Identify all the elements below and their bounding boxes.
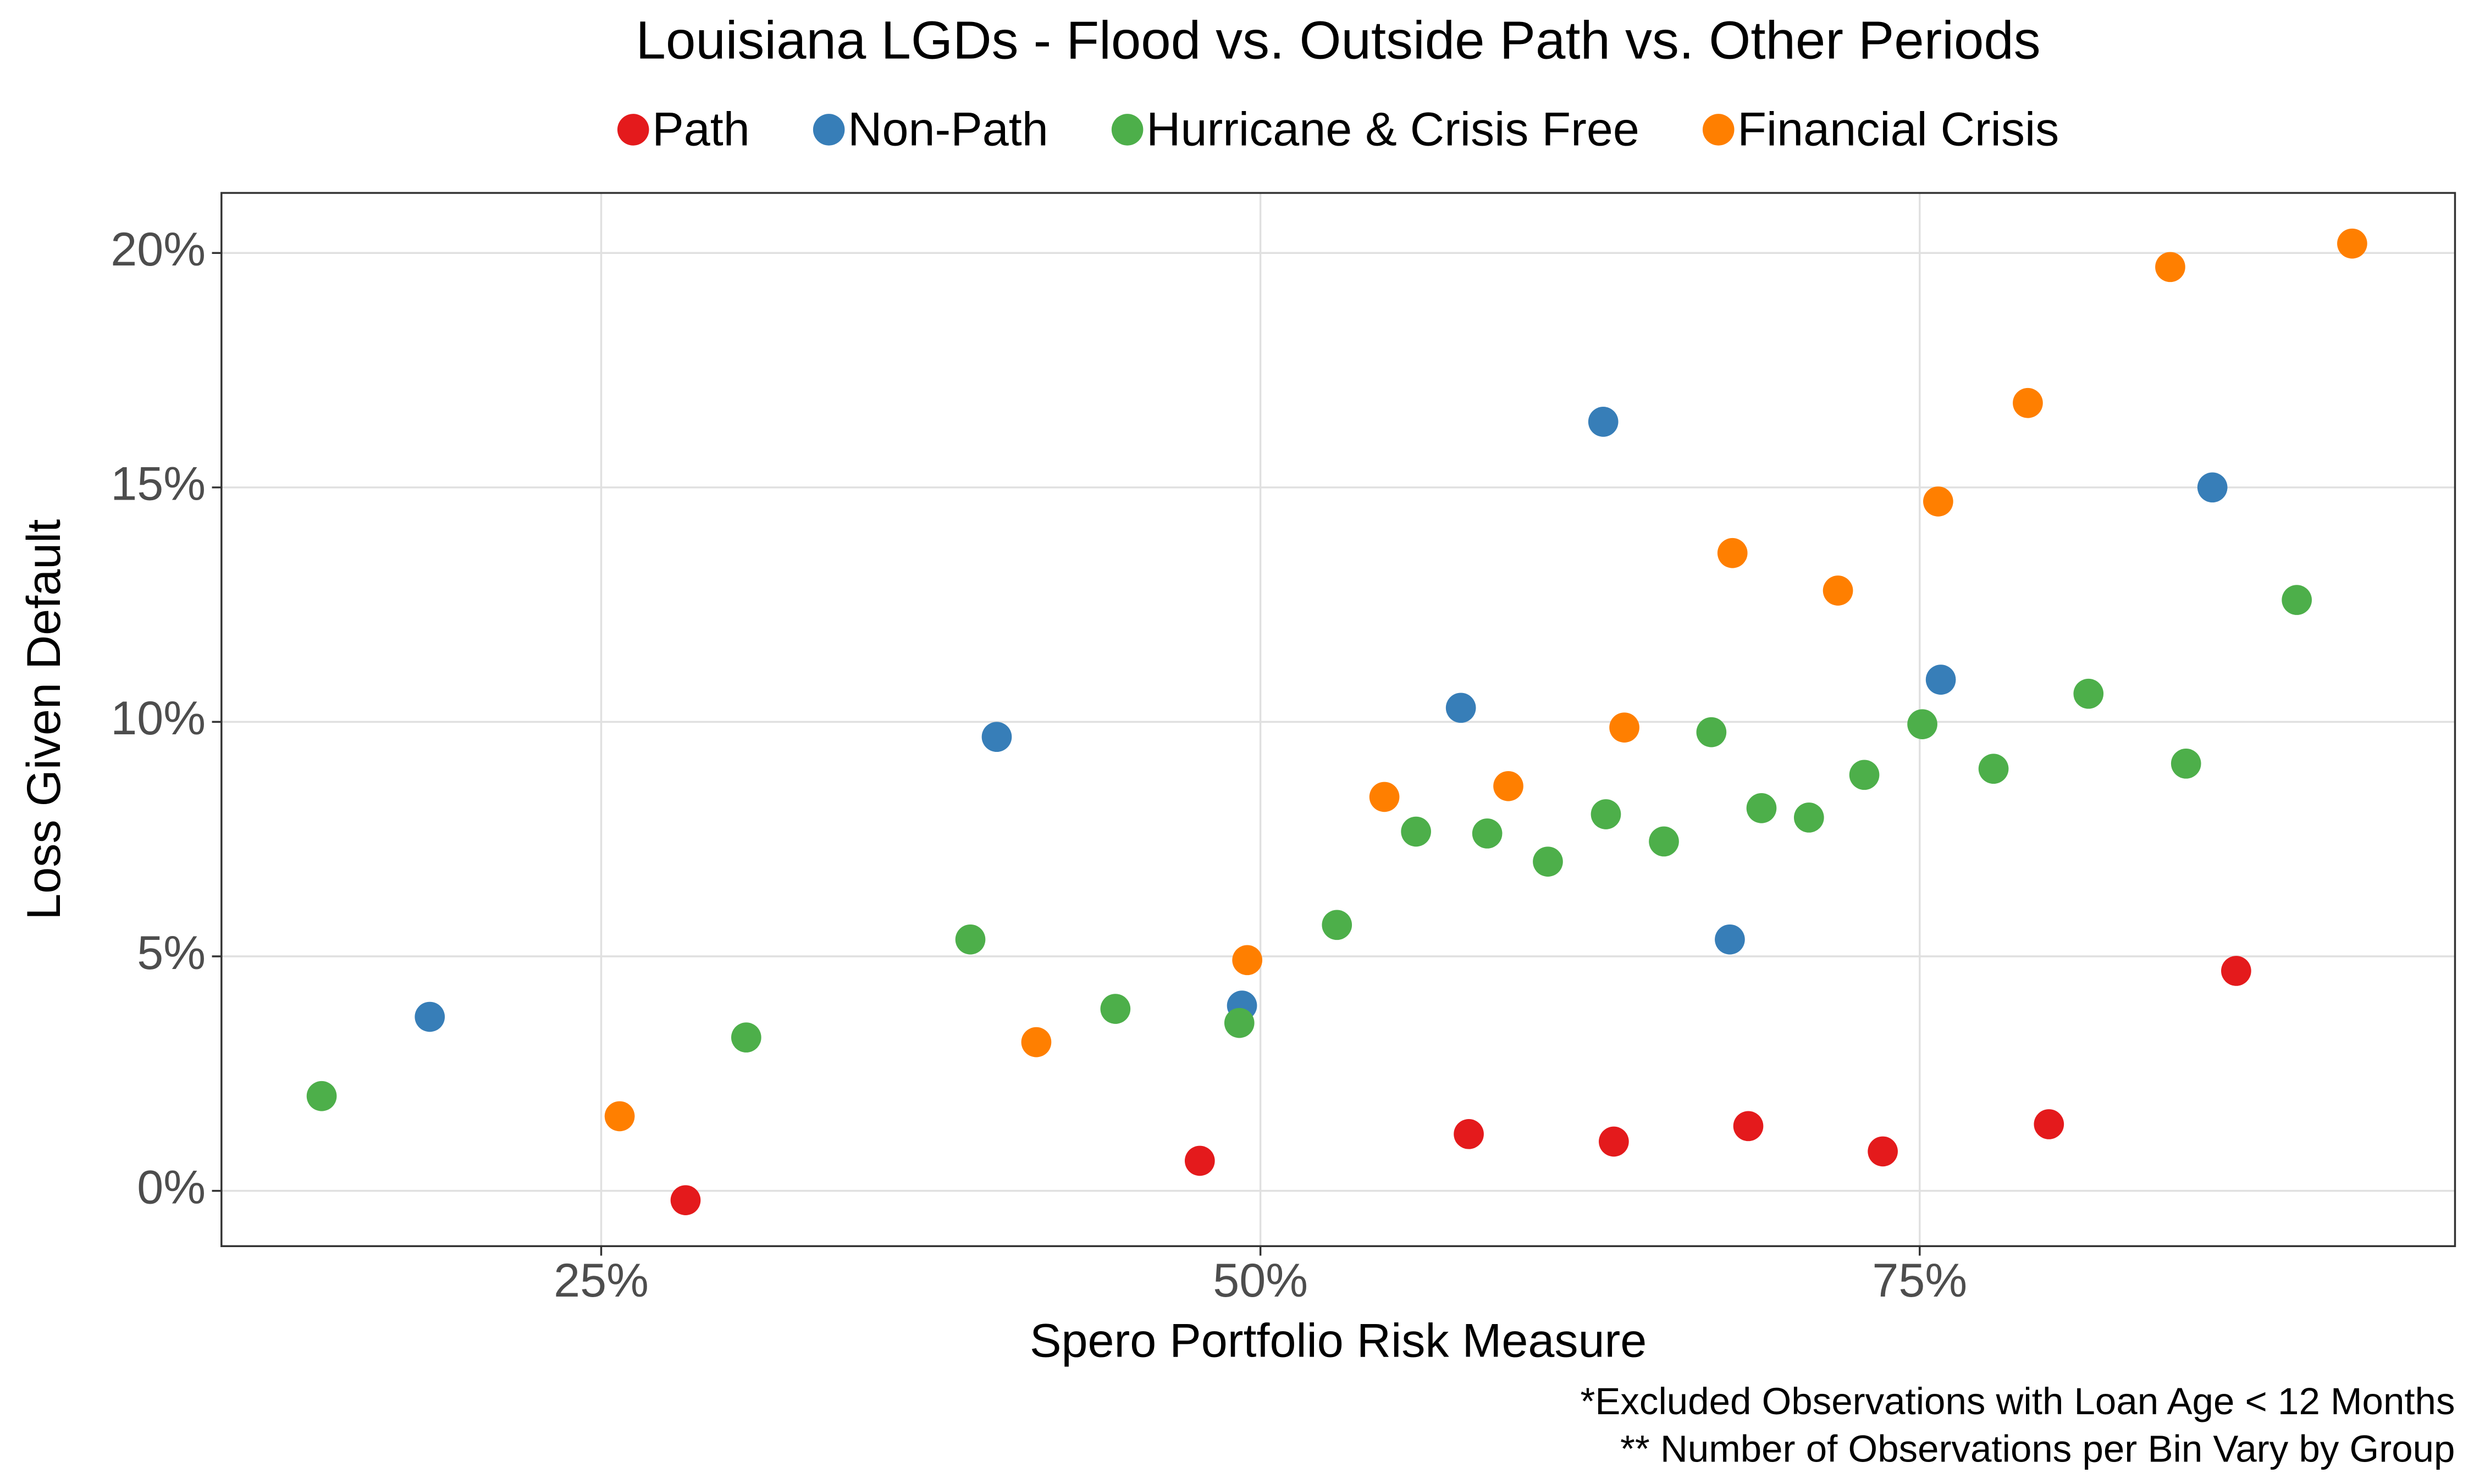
y-tick-label: 20%: [111, 223, 206, 276]
point: [604, 1101, 635, 1132]
point: [1868, 1136, 1898, 1167]
point: [2337, 228, 2367, 259]
legend-marker: [813, 114, 845, 146]
point: [955, 924, 986, 955]
point: [415, 1001, 445, 1032]
x-axis-label: Spero Portfolio Risk Measure: [1030, 1314, 1647, 1367]
point: [1609, 712, 1639, 743]
point: [1978, 754, 2009, 784]
point: [1232, 945, 1262, 976]
legend-marker: [1111, 114, 1144, 146]
y-tick-label: 0%: [137, 1161, 206, 1214]
point: [1369, 782, 1400, 812]
point: [306, 1081, 337, 1111]
point: [1733, 1111, 1764, 1142]
point: [1454, 1119, 1484, 1149]
legend-marker: [1702, 114, 1735, 146]
point: [731, 1022, 761, 1053]
point: [2034, 1109, 2064, 1139]
point: [1401, 816, 1431, 847]
footnote: ** Number of Observations per Bin Vary b…: [1620, 1427, 2455, 1470]
point: [670, 1185, 701, 1215]
legend-marker: [617, 114, 649, 146]
point: [1472, 818, 1503, 849]
point: [1746, 793, 1777, 823]
point: [1599, 1126, 1629, 1157]
point: [1907, 709, 1937, 740]
point: [1591, 799, 1621, 829]
chart-title: Louisiana LGDs - Flood vs. Outside Path …: [636, 9, 2041, 70]
point: [1224, 1007, 1255, 1038]
point: [981, 722, 1012, 752]
x-tick-label: 50%: [1213, 1254, 1308, 1307]
y-tick-label: 15%: [111, 458, 206, 511]
legend-label: Path: [652, 103, 750, 156]
point: [1493, 771, 1523, 801]
point: [1793, 802, 1824, 833]
point: [2171, 749, 2201, 779]
y-axis-label: Loss Given Default: [18, 519, 70, 920]
point: [1925, 665, 1956, 695]
point: [1849, 760, 1880, 790]
y-tick-label: 10%: [111, 692, 206, 745]
x-tick-label: 25%: [554, 1254, 649, 1307]
point: [2013, 387, 2043, 418]
point: [1823, 575, 1853, 606]
plot-border: [220, 192, 2456, 1247]
legend-label: Non-Path: [848, 103, 1048, 156]
point: [1715, 924, 1745, 955]
point: [2197, 472, 2228, 503]
point: [1445, 693, 1476, 723]
point: [1533, 846, 1563, 877]
point: [1100, 994, 1131, 1024]
legend-label: Hurricane & Crisis Free: [1146, 103, 1639, 156]
point: [2282, 585, 2312, 615]
point: [2155, 252, 2185, 283]
point: [1717, 538, 1748, 568]
point: [1588, 407, 1619, 437]
point: [1649, 826, 1679, 857]
point: [2073, 678, 2104, 709]
legend-label: Financial Crisis: [1737, 103, 2059, 156]
point: [1696, 717, 1727, 747]
legend: Path Non-Path Hurricane & Crisis Free Finan…: [617, 103, 2059, 156]
x-tick-label: 75%: [1872, 1254, 1967, 1307]
point: [1021, 1027, 1052, 1057]
point: [1184, 1145, 1215, 1176]
point: [1322, 910, 1352, 940]
y-tick-label: 5%: [137, 927, 206, 979]
footnote: *Excluded Observations with Loan Age < 1…: [1580, 1380, 2455, 1422]
point: [1923, 486, 1953, 517]
point: [2221, 956, 2251, 986]
